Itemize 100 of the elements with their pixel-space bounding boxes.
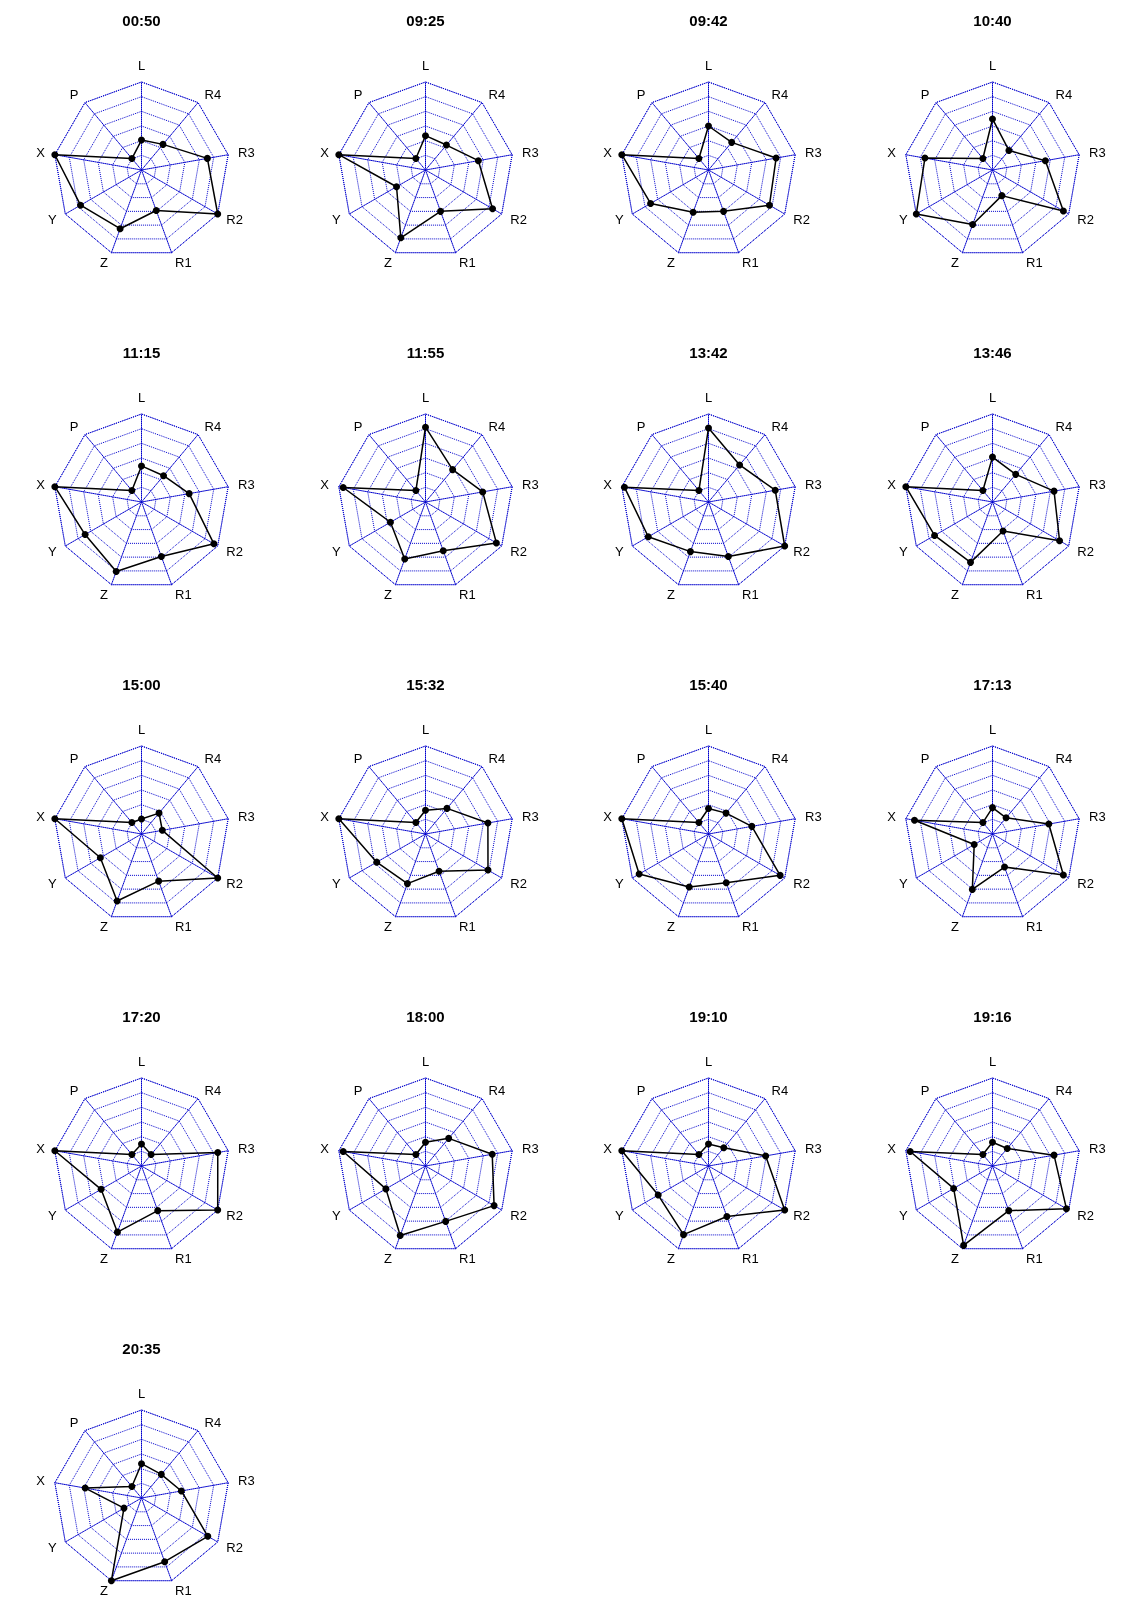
spoke-label: R4 [487, 87, 505, 103]
spoke-label: R2 [226, 1207, 243, 1223]
chart-title: 11:15 [122, 344, 161, 361]
spoke-label: L [704, 390, 713, 405]
chart-title: 20:35 [122, 1340, 161, 1357]
spoke-label: R2 [509, 1207, 527, 1223]
chart-title: 15:40 [689, 676, 728, 693]
spoke-label: R1 [742, 1250, 759, 1266]
chart-title: 18:00 [405, 1008, 445, 1025]
spoke-label: R4 [204, 87, 222, 103]
spoke-label: P [353, 87, 363, 103]
spoke-label: P [920, 87, 930, 103]
spoke-label: Y [614, 211, 624, 227]
spoke-label: R2 [509, 875, 527, 891]
spoke-label: X [36, 1141, 46, 1157]
spoke-label: R4 [487, 1083, 505, 1099]
chart-title: 17:13 [972, 676, 1012, 693]
spoke-label: P [69, 1083, 79, 1099]
spoke-label: R4 [487, 419, 505, 435]
spoke-label: Y [614, 1207, 624, 1223]
spoke-label: Z [100, 1250, 109, 1266]
spoke-label: L [704, 722, 713, 737]
spoke-label: P [636, 87, 646, 103]
spoke-label: R3 [238, 1473, 255, 1489]
spoke-label: R3 [1088, 477, 1106, 493]
spoke-label: R2 [509, 543, 527, 559]
spoke-label: P [353, 419, 363, 435]
spoke-label: Y [47, 1539, 57, 1555]
spoke-label: R3 [805, 145, 822, 161]
spoke-label: R4 [771, 87, 789, 103]
spoke-label: L [421, 1054, 429, 1069]
spoke-label: Y [614, 543, 624, 559]
spoke-label: R3 [521, 145, 539, 161]
spoke-label: X [36, 1473, 46, 1489]
spoke-label: X [36, 145, 46, 161]
spoke-label: Z [667, 1250, 676, 1266]
spoke-label: L [421, 390, 429, 405]
spoke-label: R4 [1054, 419, 1072, 435]
spoke-label: Z [383, 254, 392, 270]
spoke-label: R1 [175, 1582, 192, 1598]
spoke-label: X [36, 809, 46, 825]
spoke-label: Y [331, 211, 341, 227]
spoke-label: R3 [521, 477, 539, 493]
spoke-label: Z [667, 254, 676, 270]
spoke-label: R2 [793, 211, 810, 227]
spoke-label: P [920, 419, 930, 435]
spoke-label: X [603, 477, 613, 493]
spoke-label: R3 [238, 145, 255, 161]
spoke-label: R2 [509, 211, 527, 227]
spoke-label: X [603, 809, 613, 825]
spoke-label: X [319, 145, 329, 161]
chart-title: 15:32 [405, 676, 445, 693]
spoke-label: R3 [238, 809, 255, 825]
spoke-label: R3 [805, 809, 822, 825]
spoke-label: P [69, 1415, 79, 1431]
spoke-label: Y [47, 211, 57, 227]
spoke-label: Z [100, 918, 109, 934]
chart-title: 10:40 [972, 12, 1012, 29]
spoke-label: X [886, 1141, 896, 1157]
spoke-label: Y [331, 875, 341, 891]
spoke-label: L [137, 390, 146, 405]
spoke-label: Y [47, 875, 57, 891]
spoke-label: R4 [204, 1415, 222, 1431]
spoke-label: R1 [458, 586, 476, 602]
spoke-label: Z [667, 918, 676, 934]
spoke-label: L [704, 58, 713, 73]
spoke-label: R2 [226, 1539, 243, 1555]
spoke-label: Z [950, 254, 959, 270]
spoke-label: R1 [458, 1250, 476, 1266]
chart-title: 15:00 [122, 676, 161, 693]
spoke-label: X [603, 145, 613, 161]
spoke-label: L [421, 722, 429, 737]
spoke-label: R3 [521, 809, 539, 825]
spoke-label: L [988, 58, 996, 73]
spoke-label: P [636, 419, 646, 435]
spoke-label: R1 [742, 254, 759, 270]
spoke-label: P [353, 1083, 363, 1099]
spoke-label: X [319, 477, 329, 493]
spoke-label: P [920, 751, 930, 767]
chart-title: 17:20 [122, 1008, 161, 1025]
spoke-label: R3 [238, 477, 255, 493]
spoke-label: R3 [521, 1141, 539, 1157]
chart-title: 19:16 [972, 1008, 1012, 1025]
spoke-label: X [886, 477, 896, 493]
spoke-label: P [636, 1083, 646, 1099]
spoke-label: Y [331, 543, 341, 559]
spoke-label: R3 [238, 1141, 255, 1157]
spoke-label: R2 [793, 543, 810, 559]
spoke-label: L [421, 58, 429, 73]
chart-title: 09:42 [689, 12, 728, 29]
spoke-label: R1 [1025, 586, 1043, 602]
spoke-label: R3 [1088, 1141, 1106, 1157]
spoke-label: Y [614, 875, 624, 891]
spoke-label: R1 [175, 586, 192, 602]
spoke-label: R2 [1076, 211, 1094, 227]
spoke-label: X [886, 809, 896, 825]
spoke-label: R3 [805, 477, 822, 493]
spoke-label: Y [898, 1207, 908, 1223]
spoke-label: R4 [771, 419, 789, 435]
spoke-label: R1 [458, 254, 476, 270]
